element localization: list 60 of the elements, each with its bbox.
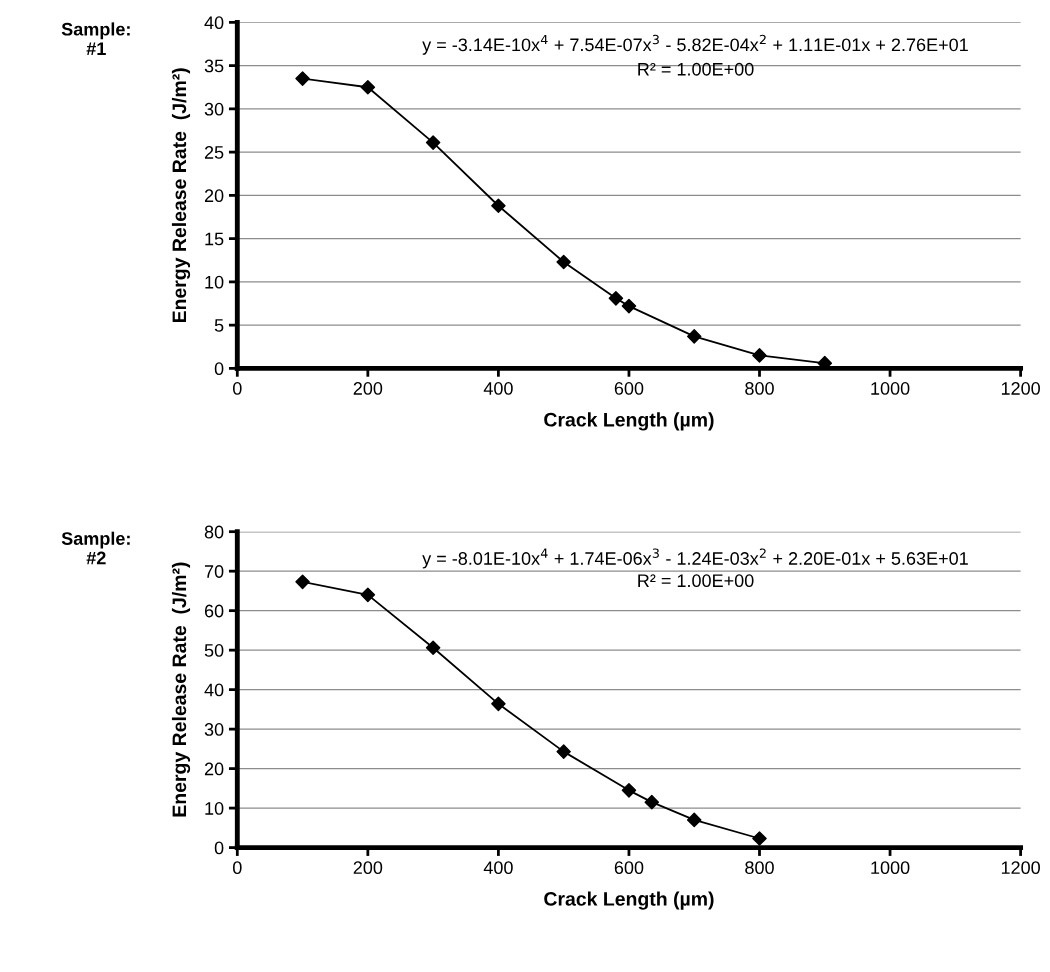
y-tick-label: 25 xyxy=(204,146,224,159)
point xyxy=(295,574,310,590)
point xyxy=(686,812,702,828)
point xyxy=(491,198,506,214)
y-tick-label: 35 xyxy=(204,59,224,73)
annotation: R² = 1.00E+00 xyxy=(638,574,754,588)
x-tick-label: 400 xyxy=(483,861,513,875)
y-tick-label: 50 xyxy=(204,644,224,657)
point xyxy=(621,298,637,314)
point xyxy=(425,135,441,150)
x-tick-label: 800 xyxy=(745,861,774,875)
y-tick-label: 0 xyxy=(214,362,224,376)
x-tick-label: 400 xyxy=(483,382,513,395)
x-tick-label: 200 xyxy=(353,382,383,395)
x-tick-label: 1000 xyxy=(871,382,910,395)
x-tick-label: 1200 xyxy=(1001,861,1040,875)
y-tick-label: 20 xyxy=(204,762,224,776)
x-tick-label: 200 xyxy=(353,861,383,875)
point xyxy=(295,71,310,86)
x-tick-label: 0 xyxy=(232,382,242,395)
y-axis-title: Energy Release Rate (J/m²) xyxy=(171,68,191,323)
point xyxy=(491,696,506,712)
point xyxy=(621,783,637,798)
y-tick-label: 15 xyxy=(205,232,224,246)
point xyxy=(556,254,571,270)
x-tick-label: 600 xyxy=(614,382,644,395)
point xyxy=(425,640,441,656)
y-tick-label: 30 xyxy=(204,102,224,116)
text: Sample: #1 xyxy=(61,22,130,55)
y-tick-label: 60 xyxy=(204,604,224,618)
y-tick-label: 10 xyxy=(205,802,224,815)
x-tick-label: 800 xyxy=(745,382,774,395)
y-tick-label: 70 xyxy=(204,565,224,578)
y-tick-label: 40 xyxy=(204,683,224,697)
y-tick-label: 5 xyxy=(214,319,224,332)
point xyxy=(686,329,702,344)
point xyxy=(360,587,376,603)
x-tick-label: 1200 xyxy=(1001,382,1040,395)
y-tick-label: 0 xyxy=(214,841,224,855)
annotation: y = -8.01E-10x$^{4}$ + 1.74E-06x$^{3}$ - 1.24E-03x$^{2}$ + 2.20E-01x + 5.63E+01 xyxy=(422,548,968,569)
x-axis-title: Crack Length (µm) xyxy=(544,891,714,910)
y-tick-label: 80 xyxy=(204,525,224,539)
y-tick-label: 30 xyxy=(204,723,224,736)
point xyxy=(360,79,376,95)
x-tick-label: 0 xyxy=(232,861,242,875)
y-tick-label: 20 xyxy=(204,189,224,203)
point xyxy=(752,348,767,363)
x-tick-label: 1000 xyxy=(871,861,910,875)
text: Sample: #2 xyxy=(61,531,130,565)
y-axis-title: Energy Release Rate (J/m²) xyxy=(171,562,191,817)
y-tick-label: 40 xyxy=(204,16,224,30)
annotation: R² = 1.00E+00 xyxy=(638,62,754,76)
annotation: y = -3.14E-10x$^{4}$ + 7.54E-07x$^{3}$ - 5.82E-04x$^{2}$ + 1.11E-01x + 2.76E+01 xyxy=(422,34,968,55)
point xyxy=(644,794,660,810)
y-tick-label: 10 xyxy=(205,275,224,289)
point xyxy=(608,291,624,306)
point xyxy=(556,744,571,759)
point xyxy=(752,831,767,846)
x-axis-title: Crack Length (µm) xyxy=(544,412,714,431)
x-tick-label: 600 xyxy=(614,861,644,875)
